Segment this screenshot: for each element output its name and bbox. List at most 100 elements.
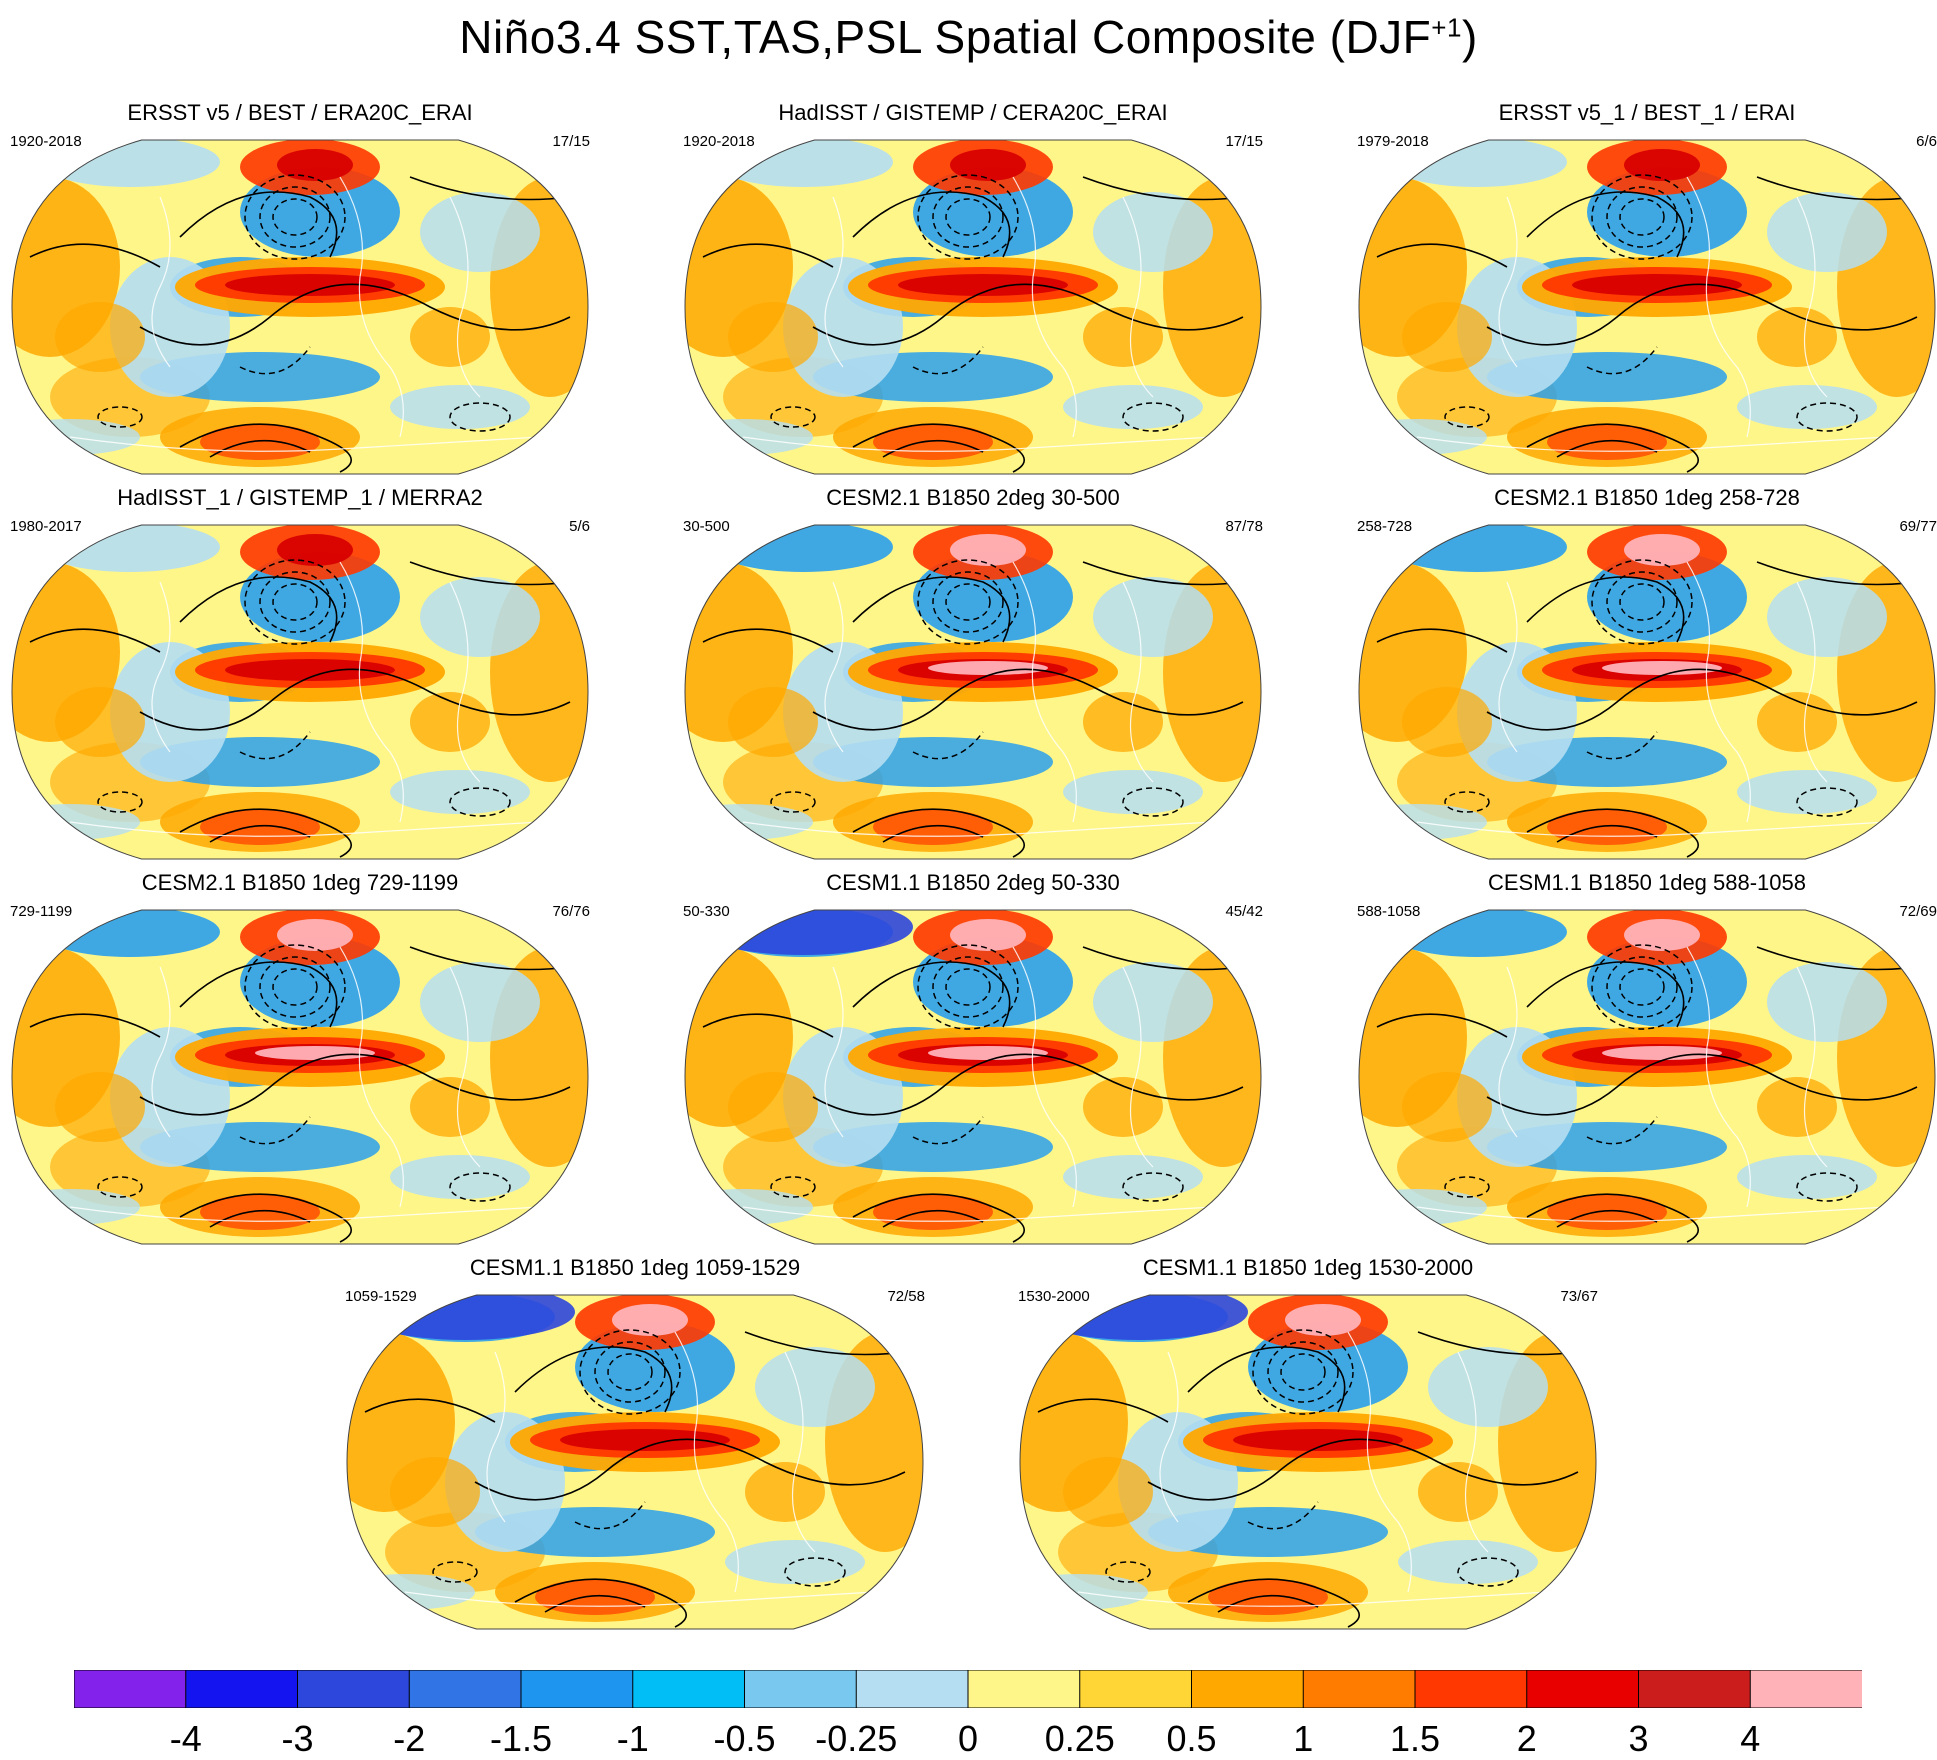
psl-contour-positive — [1756, 561, 1918, 586]
robinson-map — [684, 524, 1262, 860]
psl-contour-negative — [912, 346, 984, 375]
nino-tongue-core — [898, 274, 1068, 296]
colorbar — [74, 1670, 1862, 1708]
coastline — [1122, 196, 1154, 398]
psl-contour-negative — [932, 571, 1004, 633]
psl-contours-negative — [770, 174, 1184, 432]
panel-title: ERSST v5_1 / BEST_1 / ERAI — [1498, 100, 1796, 125]
psl-contour-negative — [594, 1341, 666, 1403]
psl-contour-negative — [449, 1172, 511, 1202]
anomaly-blob — [1398, 1540, 1538, 1584]
psl-contours-negative — [770, 559, 1184, 817]
colorbar-tick: -0.5 — [713, 1718, 776, 1759]
psl-contour-negative — [917, 944, 1019, 1030]
anomaly-blob — [1767, 962, 1887, 1042]
psl-contour-positive — [702, 1013, 834, 1038]
psl-contour-negative — [449, 787, 511, 817]
psl-contour-positive — [1217, 1594, 1319, 1613]
colorbar-tick: 0 — [957, 1718, 979, 1759]
anomaly-blob — [1063, 1457, 1153, 1527]
anomaly-blob — [728, 1072, 818, 1142]
robinson-map — [1019, 1294, 1597, 1630]
psl-contour-positive — [852, 191, 1011, 258]
anomaly-blob — [410, 692, 490, 752]
psl-contour-positive — [882, 439, 984, 458]
psl-contour-positive — [1082, 561, 1244, 586]
coastline — [1796, 196, 1828, 398]
anomaly-blob — [1208, 1579, 1328, 1615]
psl-contour-negative — [1796, 787, 1858, 817]
colorbar-tick: 1.5 — [1389, 1718, 1441, 1759]
panel-period: 258-728 — [1357, 518, 1413, 535]
panel-count: 72/58 — [887, 1288, 925, 1305]
psl-contour-positive — [179, 961, 338, 1028]
psl-contours — [1376, 946, 1918, 1243]
psl-contour-negative — [784, 1557, 846, 1587]
psl-contour-positive — [1556, 439, 1658, 458]
coastlines — [742, 561, 1214, 837]
map-field — [685, 910, 1261, 1244]
nino-tongue-peak — [1602, 661, 1722, 675]
coastlines — [1416, 176, 1888, 452]
psl-contour-positive — [1756, 946, 1918, 971]
psl-contour-negative — [917, 559, 1019, 645]
map-field — [1020, 1295, 1596, 1629]
psl-contours-negative — [1105, 1329, 1519, 1587]
anomaly-blob — [950, 149, 1026, 181]
coastline — [339, 176, 404, 438]
panel-period: 30-500 — [683, 518, 730, 535]
coastline — [1498, 581, 1518, 753]
psl-contour-negative — [244, 944, 346, 1030]
colorbar-swatch — [632, 1670, 746, 1708]
psl-contour-negative — [1122, 402, 1184, 432]
psl-contour-positive — [139, 668, 571, 731]
anomaly-blob — [1428, 1347, 1548, 1427]
colorbar-swatch — [1638, 1670, 1752, 1708]
coastline — [1796, 581, 1828, 783]
anomaly-blob — [277, 919, 353, 951]
coastlines — [1416, 946, 1888, 1222]
map-outline — [1358, 524, 1936, 860]
psl-contour-negative — [97, 406, 143, 428]
colorbar-tick: 2 — [1516, 1718, 1537, 1759]
anomaly-blob — [1083, 307, 1163, 367]
anomaly-blob — [55, 1072, 145, 1142]
panel-period: 1059-1529 — [345, 1288, 417, 1305]
psl-contour-negative — [770, 406, 816, 428]
colorbar-tick: 4 — [1740, 1718, 1761, 1759]
coastline — [69, 1206, 541, 1222]
panel-title: HadISST / GISTEMP / CERA20C_ERAI — [778, 100, 1168, 125]
coastline — [1077, 1591, 1549, 1607]
map-panel-6: CESM2.1 B1850 1deg 258-728 258-728 69/77 — [1357, 485, 1937, 870]
psl-contours — [1376, 561, 1918, 858]
robinson-map — [1358, 139, 1936, 475]
colorbar-swatch — [1749, 1670, 1862, 1708]
psl-contour-negative — [1586, 731, 1658, 760]
robinson-map — [11, 524, 589, 860]
anomaly-blob — [390, 770, 530, 814]
colorbar-tick: -1 — [616, 1718, 649, 1759]
anomaly-blob — [1387, 525, 1567, 572]
map-outline — [1358, 139, 1936, 475]
psl-contour-negative — [1122, 1172, 1184, 1202]
colorbar-tick: -0.25 — [815, 1718, 898, 1759]
anomaly-blob — [950, 919, 1026, 951]
psl-contour-positive — [702, 243, 834, 268]
psl-contour-negative — [1619, 198, 1665, 236]
panel-period: 1920-2018 — [10, 133, 82, 150]
psl-contour-negative — [97, 1176, 143, 1198]
psl-contour-positive — [409, 176, 571, 201]
anomaly-blob — [535, 1579, 655, 1615]
psl-contour-negative — [97, 791, 143, 813]
nino-tongue-core — [225, 274, 395, 296]
figure-title: Niño3.4 SST,TAS,PSL Spatial Composite (D… — [0, 10, 1937, 64]
map-panel-10: CESM1.1 B1850 1deg 1059-1529 1059-1529 7… — [345, 1255, 925, 1640]
anomaly-blob — [1063, 770, 1203, 814]
psl-contour-negative — [1444, 791, 1490, 813]
map-outline — [11, 524, 589, 860]
anomaly-blob — [1624, 534, 1700, 566]
psl-contours-negative — [97, 559, 511, 817]
psl-contour-positive — [544, 1594, 646, 1613]
panel-period: 588-1058 — [1357, 903, 1421, 920]
psl-contour-negative — [1586, 346, 1658, 375]
